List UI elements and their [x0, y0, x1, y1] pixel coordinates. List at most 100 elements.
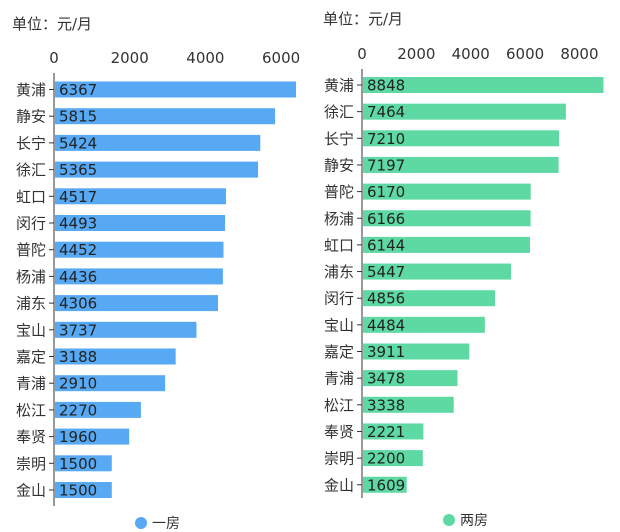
panel1-bar-value-label: 5424 [59, 134, 97, 152]
panel1-bar [55, 482, 112, 498]
panel1-category-label: 黄浦 [16, 81, 46, 99]
panel2-category-label: 松江 [324, 396, 354, 414]
panel1-category-label: 徐汇 [16, 161, 46, 179]
panel2-bar [363, 423, 424, 440]
panel2-legend-label: 两房 [460, 513, 488, 529]
panel2-category-label: 浦东 [324, 263, 354, 281]
panel1-bar-value-label: 1500 [59, 482, 97, 500]
panel1-bar [55, 401, 141, 418]
panel2-category-label: 奉贤 [324, 423, 354, 441]
panel2-bar [363, 183, 531, 200]
panel1-category-label: 长宁 [16, 134, 46, 152]
panel2-x-tick-label: 2000 [397, 45, 435, 63]
panel2-bar-value-label: 5447 [367, 263, 405, 281]
panel2-bar [363, 476, 407, 493]
panel1-bar [55, 455, 112, 472]
panel1-bar-value-label: 4436 [59, 268, 97, 286]
panel1-bar-value-label: 4452 [59, 241, 97, 259]
panel2-bar-value-label: 2200 [367, 450, 405, 468]
panel2-bar-value-label: 2221 [367, 423, 405, 441]
panel1-bar-value-label: 2270 [59, 401, 97, 419]
panel1-bar-value-label: 3188 [59, 348, 97, 366]
panel1-category-label: 闵行 [16, 215, 46, 233]
panel2-unit-label: 单位：元/月 [323, 10, 403, 28]
panel2-bar-value-label: 6144 [367, 236, 405, 254]
panel1-bar-value-label: 1500 [59, 455, 97, 473]
panel1-legend-marker [135, 517, 147, 529]
panel1-category-label: 奉贤 [16, 428, 46, 446]
panel1-bar [55, 241, 224, 258]
panel2-bar-value-label: 1609 [367, 476, 405, 494]
panel2-category-label: 宝山 [324, 316, 354, 334]
panel1-bar-value-label: 2910 [59, 375, 97, 393]
panel1-bar-value-label: 4306 [59, 295, 97, 313]
panel1-category-label: 松江 [16, 401, 46, 419]
panel1-category-label: 虹口 [16, 188, 46, 206]
panel2-bar [363, 210, 531, 227]
panel2-x-tick-label: 4000 [452, 45, 490, 63]
panel2-x-tick-label: 6000 [506, 45, 544, 63]
panel1-legend-label: 一房 [152, 516, 180, 532]
panel2-bar-value-label: 6166 [367, 210, 405, 228]
panel2-category-label: 金山 [324, 476, 354, 494]
panel1-category-label: 静安 [16, 108, 46, 126]
panel1-category-label: 金山 [16, 482, 46, 500]
panel1-bar [55, 348, 176, 365]
panel2-bar-value-label: 3478 [367, 370, 405, 388]
panel2-category-label: 嘉定 [324, 343, 354, 361]
panel2-bar [363, 343, 470, 360]
panel1-x-tick-label: 4000 [186, 49, 224, 67]
panel2-category-label: 静安 [324, 156, 354, 174]
panel1-category-label: 崇明 [16, 455, 46, 473]
panel2-bar [363, 370, 458, 387]
panel1-bar [55, 295, 218, 312]
panel2-category-label: 徐汇 [324, 103, 354, 121]
panel1-bar [55, 134, 261, 151]
panel2-bar-value-label: 3338 [367, 396, 405, 414]
panel2-category-label: 崇明 [324, 450, 354, 468]
panel1-bar-value-label: 4493 [59, 215, 97, 233]
panel1-bar [55, 428, 130, 445]
panel1-x-tick-label: 2000 [111, 49, 149, 67]
panel1-bar-value-label: 5365 [59, 161, 97, 179]
panel2-bar [363, 263, 512, 280]
panel1-bar [55, 161, 259, 178]
panel2-bar [363, 130, 559, 147]
panel1-bar [55, 321, 197, 338]
panel2-category-label: 虹口 [324, 236, 354, 254]
panel1-category-label: 普陀 [16, 241, 46, 259]
panel2-bar-value-label: 4484 [367, 316, 405, 334]
panel2-category-label: 青浦 [324, 370, 354, 388]
panel1-bar [55, 108, 276, 125]
panel1-bar [55, 81, 296, 98]
panel2-bar [363, 290, 495, 307]
panel2-category-label: 杨浦 [324, 210, 354, 228]
panel2-bar [363, 396, 454, 413]
panel1-bar [55, 375, 166, 392]
panel2-bar [363, 77, 604, 93]
panel2-category-label: 普陀 [324, 183, 354, 201]
panel1-bar-value-label: 3737 [59, 321, 97, 339]
panel2-x-tick-label: 8000 [560, 45, 598, 63]
panel1-category-label: 宝山 [16, 321, 46, 339]
panel2-bar-value-label: 7197 [367, 156, 405, 174]
panel2-category-label: 闵行 [324, 290, 354, 308]
panel2-bar [363, 236, 530, 253]
panel1-category-label: 嘉定 [16, 348, 46, 366]
panel2-bar-value-label: 8848 [367, 77, 405, 95]
panel1-bar [55, 188, 226, 205]
panel1-category-label: 浦东 [16, 295, 46, 313]
panel2-x-tick-label: 0 [357, 45, 367, 63]
panel1-x-tick-label: 6000 [262, 49, 300, 67]
panel2-legend-marker [443, 514, 455, 526]
panel1-bar-value-label: 5815 [59, 108, 97, 126]
panel1-unit-label: 单位：元/月 [12, 15, 92, 33]
panel1-bar-value-label: 6367 [59, 81, 97, 99]
panel2-bar [363, 103, 566, 120]
panel1-bar [55, 215, 226, 231]
panel2-category-label: 黄浦 [324, 77, 354, 95]
panel2-bar-value-label: 3911 [367, 343, 405, 361]
panel2-bar [363, 450, 423, 467]
panel1-category-label: 青浦 [16, 375, 46, 393]
